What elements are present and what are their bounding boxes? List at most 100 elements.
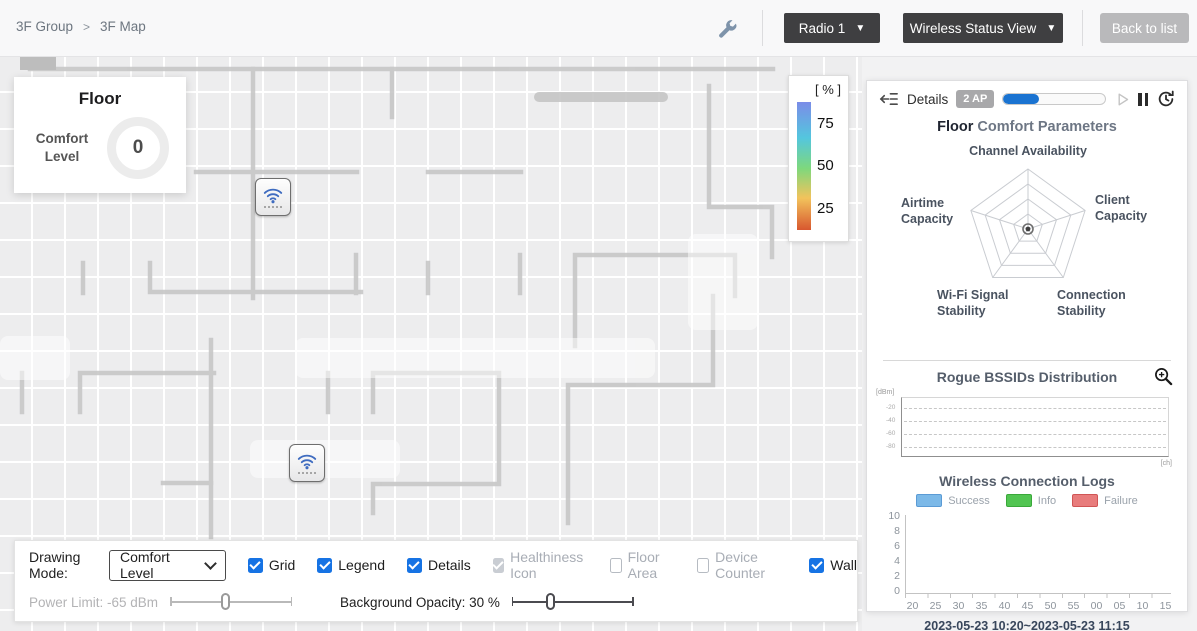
details-panel: Details 2 AP Floor Comfort Parame — [866, 80, 1189, 631]
back-to-list-button[interactable]: Back to list — [1100, 13, 1189, 43]
drawing-mode-label: Drawing Mode: — [29, 549, 81, 581]
logs-x-ticks — [905, 594, 1171, 598]
background-opacity-label: Background Opacity: 30 % — [340, 594, 500, 610]
wifi-icon — [263, 188, 283, 203]
checkbox-grid[interactable]: Grid — [247, 557, 295, 573]
dropdown-arrow-icon: ▼ — [855, 23, 866, 34]
collapse-details-icon[interactable] — [879, 91, 899, 107]
floor-card-title: Floor — [78, 89, 122, 108]
checkbox-healthiness-icon: Healthiness Icon — [492, 549, 588, 581]
gradient-bar — [797, 102, 811, 230]
legend-item-success: Success — [916, 494, 990, 507]
logs-y-tick: 10 — [888, 510, 900, 522]
checkbox-icon — [610, 557, 622, 573]
checkbox-icon — [247, 557, 263, 573]
radar-axis-connection-stability: Connection Stability — [1057, 288, 1126, 319]
rogue-y-tick: -60 — [886, 430, 896, 437]
ap-icon[interactable] — [255, 178, 291, 216]
radar-axis-airtime-capacity: Airtime Capacity — [901, 196, 954, 227]
rogue-y-tick: -20 — [886, 404, 896, 411]
logs-y-tick: 0 — [894, 585, 900, 597]
comfort-level-value: 0 — [132, 137, 144, 158]
zoom-in-icon[interactable] — [1154, 367, 1173, 386]
scale-tick: 25 — [817, 200, 834, 218]
legend-item-info: Info — [1005, 494, 1056, 507]
checkbox-wall[interactable]: Wall — [809, 557, 857, 573]
breadcrumb: 3F Group > 3F Map — [16, 19, 146, 34]
section-divider — [883, 360, 1171, 361]
details-panel-header: Details 2 AP — [867, 81, 1187, 117]
scale-tick: 75 — [817, 114, 834, 132]
breadcrumb-group[interactable]: 3F Group — [16, 19, 74, 34]
logs-time-range: 2023-05-23 10:20~2023-05-23 11:15 — [924, 619, 1130, 631]
logs-y-tick: 2 — [894, 570, 900, 582]
logs-y-tick: 4 — [894, 555, 900, 567]
floor-summary-card: Floor Comfort Level 0 — [14, 77, 186, 193]
radar-axis-wifi-signal-stability: Wi-Fi Signal Stability — [937, 288, 1009, 319]
ap-ports-dots — [298, 471, 316, 474]
checkbox-icon — [492, 557, 505, 573]
checkbox-floor-area[interactable]: Floor Area — [610, 549, 675, 581]
rogue-y-unit: [dBm] — [876, 389, 895, 396]
radio-select-label: Radio 1 — [798, 20, 846, 36]
rogue-bssids-title-row: Rogue BSSIDs Distribution — [867, 367, 1187, 386]
comfort-level-gauge: 0 — [107, 117, 169, 179]
top-toolbar: 3F Group > 3F Map Radio 1 ▼ Wireless Sta… — [0, 0, 1197, 57]
checkbox-icon — [317, 557, 333, 573]
color-scale-legend: [ % ] 75 50 25 — [788, 75, 849, 242]
view-select-button[interactable]: Wireless Status View ▼ — [903, 13, 1063, 43]
toolbar-divider — [762, 10, 763, 46]
comfort-parameters-title: Floor Comfort Parameters — [937, 119, 1117, 135]
slider-thumb — [221, 593, 231, 610]
checkbox-legend[interactable]: Legend — [317, 557, 385, 573]
toolbar-divider — [1082, 10, 1083, 46]
ap-icon[interactable] — [289, 444, 325, 482]
radar-axis-channel-availability: Channel Availability — [969, 144, 1087, 158]
rogue-x-unit: [ch] — [1160, 460, 1172, 467]
logs-legend: Success Info Failure — [867, 494, 1187, 507]
logs-y-tick: 8 — [894, 525, 900, 537]
breadcrumb-separator: > — [83, 19, 91, 34]
rogue-bssids-chart: [dBm] [ch] -20 -40 -60 -80 — [876, 389, 1172, 467]
logs-x-labels: 20 25 30 35 40 45 50 55 00 05 10 15 — [906, 600, 1172, 612]
checkbox-details[interactable]: Details — [406, 557, 471, 573]
ap-count-badge: 2 AP — [956, 90, 995, 108]
checkbox-device-counter[interactable]: Device Counter — [697, 549, 787, 581]
play-icon[interactable] — [1118, 93, 1129, 106]
rogue-bssids-title: Rogue BSSIDs Distribution — [936, 369, 1118, 385]
floor-plan-walls — [0, 56, 776, 540]
timeline-progress-bar[interactable] — [1002, 93, 1107, 105]
drawing-mode-select[interactable]: Comfort Level — [109, 549, 226, 581]
drawing-mode-value: Comfort Level — [120, 549, 170, 581]
logs-y-tick: 6 — [894, 540, 900, 552]
connection-logs-title: Wireless Connection Logs — [939, 473, 1115, 489]
comfort-radar-chart: Channel Availability Client Capacity Con… — [867, 137, 1189, 352]
legend-item-failure: Failure — [1072, 494, 1138, 507]
checkbox-icon — [697, 557, 710, 573]
power-limit-label: Power Limit: -65 dBm — [29, 594, 159, 610]
timeline-progress-fill — [1003, 94, 1039, 104]
radar-axis-client-capacity: Client Capacity — [1095, 193, 1148, 224]
radio-select-button[interactable]: Radio 1 ▼ — [784, 13, 880, 43]
radar-grid — [970, 168, 1086, 278]
slider-thumb[interactable] — [546, 593, 556, 610]
background-opacity-slider[interactable] — [511, 593, 634, 611]
comfort-level-label: Comfort Level — [35, 130, 89, 164]
legend-swatch-failure — [1072, 494, 1099, 507]
details-label: Details — [907, 91, 949, 107]
chevron-down-icon — [204, 557, 217, 570]
scale-ticks: 75 50 25 — [817, 102, 834, 230]
refresh-history-icon[interactable] — [1157, 90, 1175, 108]
floor-map[interactable]: Floor Comfort Level 0 [ % ] 75 50 25 Dra… — [0, 56, 862, 631]
wifi-icon — [297, 454, 317, 469]
pause-icon[interactable] — [1138, 92, 1148, 106]
ap-ports-dots — [264, 205, 282, 208]
wrench-icon[interactable] — [716, 18, 738, 40]
scale-tick: 50 — [817, 157, 834, 175]
checkbox-icon — [809, 557, 825, 573]
breadcrumb-page: 3F Map — [100, 19, 146, 34]
checkbox-icon — [406, 557, 422, 573]
rogue-y-tick: -40 — [886, 417, 896, 424]
map-controls-bar: Drawing Mode: Comfort Level Grid Legend … — [14, 540, 858, 622]
